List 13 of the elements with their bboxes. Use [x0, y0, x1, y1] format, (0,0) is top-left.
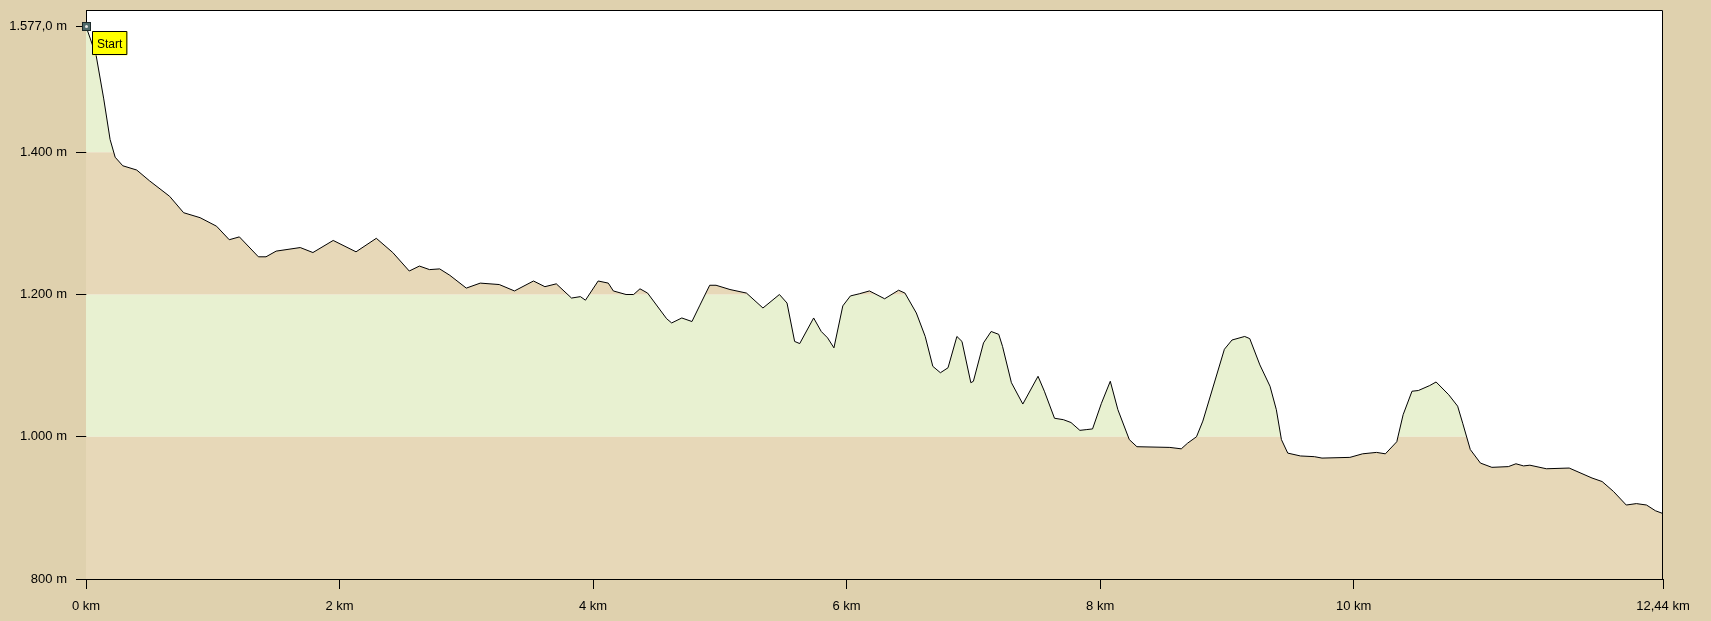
y-tick-label: 1.000 m: [20, 428, 67, 444]
x-tick-label: 12,44 km: [1636, 598, 1690, 614]
x-tick-label: 6 km: [832, 598, 861, 614]
y-tick-label: 1.577,0 m: [9, 17, 67, 33]
annotation: Start: [97, 36, 124, 51]
x-tick-label: 4 km: [578, 598, 608, 614]
x-tick-label: 0 km: [71, 598, 101, 614]
x-tick-label: 10 km: [1335, 598, 1372, 614]
y-tick-label: 1.400 m: [20, 143, 67, 159]
x-tick-label: 8 km: [1086, 598, 1115, 614]
y-tick-label: 1.200 m: [20, 286, 67, 302]
x-tick-label: 2 km: [325, 598, 354, 614]
y-tick-label: 800 m: [30, 570, 67, 586]
